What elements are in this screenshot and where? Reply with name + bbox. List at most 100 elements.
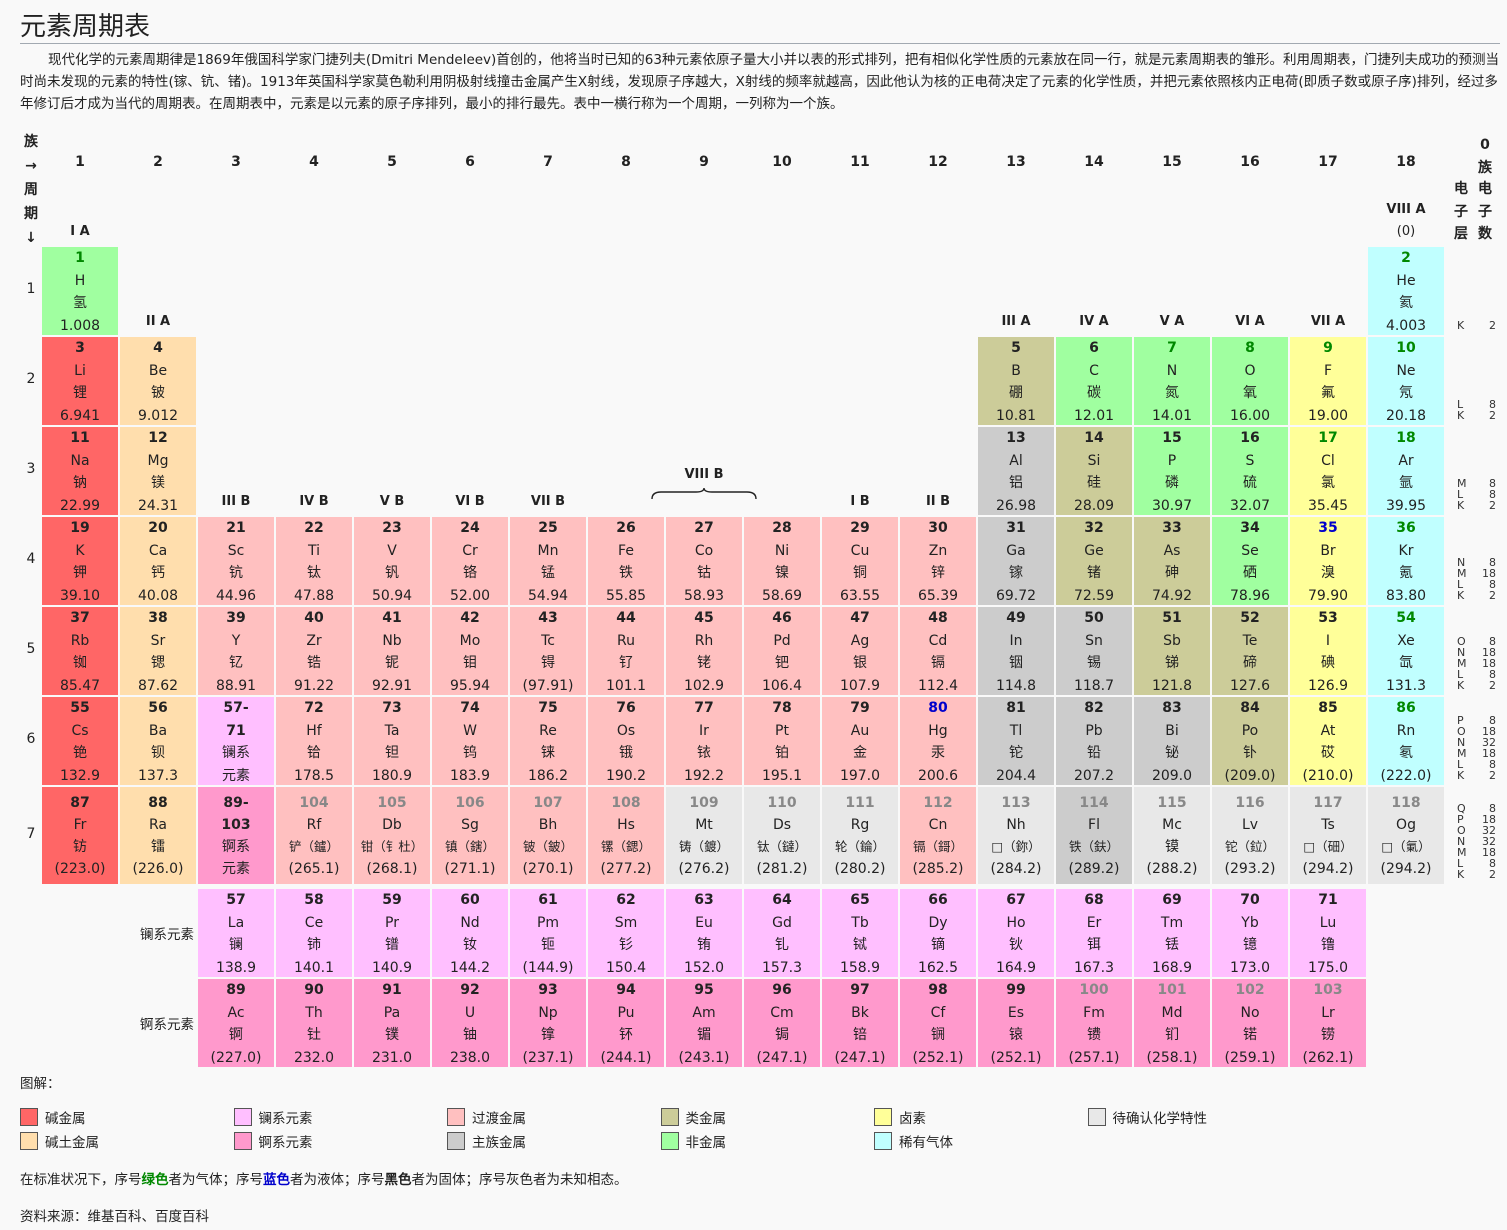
element-cell-dy[interactable]: 66 Dy 镝 162.5: [900, 889, 976, 977]
element-cell-nb[interactable]: 41 Nb 铌 92.91: [354, 607, 430, 695]
element-cell-se[interactable]: 34 Se 硒 78.96: [1212, 517, 1288, 605]
element-cell-yb[interactable]: 70 Yb 镱 173.0: [1212, 889, 1288, 977]
element-cell-ce[interactable]: 58 Ce 铈 140.1: [276, 889, 352, 977]
element-cell-es[interactable]: 99 Es 锿 (252.1): [978, 979, 1054, 1067]
element-cell-lu[interactable]: 71 Lu 镥 175.0: [1290, 889, 1366, 977]
element-cell-pa[interactable]: 91 Pa 镤 231.0: [354, 979, 430, 1067]
element-cell-tb[interactable]: 65 Tb 铽 158.9: [822, 889, 898, 977]
element-cell-rf[interactable]: 104 Rf 铲（鑪） (265.1): [276, 787, 352, 884]
element-cell-ar[interactable]: 18 Ar 氩 39.95: [1368, 427, 1444, 515]
element-cell-pt[interactable]: 78 Pt 铂 195.1: [744, 697, 820, 785]
element-cell-ca[interactable]: 20 Ca 钙 40.08: [120, 517, 196, 605]
element-cell-sm[interactable]: 62 Sm 钐 150.4: [588, 889, 664, 977]
element-cell-mt[interactable]: 109 Mt 铸（鍍） (276.2): [666, 787, 742, 884]
element-cell-ds[interactable]: 110 Ds 钛（鐽） (281.2): [744, 787, 820, 884]
element-cell-nd[interactable]: 60 Nd 钕 144.2: [432, 889, 508, 977]
element-cell-ta[interactable]: 73 Ta 钽 180.9: [354, 697, 430, 785]
element-cell-la[interactable]: 57 La 镧 138.9: [198, 889, 274, 977]
element-cell-k[interactable]: 19 K 钾 39.10: [42, 517, 118, 605]
element-cell-cs[interactable]: 55 Cs 铯 132.9: [42, 697, 118, 785]
element-cell-sg[interactable]: 106 Sg 镇（鎋） (271.1): [432, 787, 508, 884]
element-cell-be[interactable]: 4 Be 铍 9.012: [120, 337, 196, 425]
element-cell-fm[interactable]: 100 Fm 镄 (257.1): [1056, 979, 1132, 1067]
element-cell-tc[interactable]: 43 Tc 锝 (97.91): [510, 607, 586, 695]
element-cell-hs[interactable]: 108 Hs 镙（鍶） (277.2): [588, 787, 664, 884]
element-cell-pu[interactable]: 94 Pu 钚 (244.1): [588, 979, 664, 1067]
element-cell-v[interactable]: 23 V 钒 50.94: [354, 517, 430, 605]
element-cell-no[interactable]: 102 No 锘 (259.1): [1212, 979, 1288, 1067]
element-cell-mc[interactable]: 115 Mc 镆 (288.2): [1134, 787, 1210, 884]
element-cell-c[interactable]: 6 C 碳 12.01: [1056, 337, 1132, 425]
element-cell-cu[interactable]: 29 Cu 铜 63.55: [822, 517, 898, 605]
element-cell-zr[interactable]: 40 Zr 锆 91.22: [276, 607, 352, 695]
element-cell-rn[interactable]: 86 Rn 氡 (222.0): [1368, 697, 1444, 785]
element-cell-os[interactable]: 76 Os 锇 190.2: [588, 697, 664, 785]
element-cell-md[interactable]: 101 Md 钔 (258.1): [1134, 979, 1210, 1067]
element-cell-h[interactable]: 1 H 氢 1.008: [42, 247, 118, 335]
element-cell-si[interactable]: 14 Si 硅 28.09: [1056, 427, 1132, 515]
element-cell-hg[interactable]: 80 Hg 汞 200.6: [900, 697, 976, 785]
element-cell-s[interactable]: 16 S 硫 32.07: [1212, 427, 1288, 515]
element-cell-ru[interactable]: 44 Ru 钌 101.1: [588, 607, 664, 695]
element-cell-at[interactable]: 85 At 砹 (210.0): [1290, 697, 1366, 785]
element-cell-he[interactable]: 2 He 氦 4.003: [1368, 247, 1444, 335]
element-cell-sb[interactable]: 51 Sb 锑 121.8: [1134, 607, 1210, 695]
element-cell-w[interactable]: 74 W 钨 183.9: [432, 697, 508, 785]
element-cell-tl[interactable]: 81 Tl 铊 204.4: [978, 697, 1054, 785]
element-cell-b[interactable]: 5 B 硼 10.81: [978, 337, 1054, 425]
element-cell-rb[interactable]: 37 Rb 铷 85.47: [42, 607, 118, 695]
element-cell-sc[interactable]: 21 Sc 钪 44.96: [198, 517, 274, 605]
element-cell-bh[interactable]: 107 Bh 铍（鈹） (270.1): [510, 787, 586, 884]
element-cell-p[interactable]: 15 P 磷 30.97: [1134, 427, 1210, 515]
element-cell-pr[interactable]: 59 Pr 镨 140.9: [354, 889, 430, 977]
element-cell-am[interactable]: 95 Am 镅 (243.1): [666, 979, 742, 1067]
element-cell-hf[interactable]: 72 Hf 铪 178.5: [276, 697, 352, 785]
element-cell-sr[interactable]: 38 Sr 锶 87.62: [120, 607, 196, 695]
element-cell-mg[interactable]: 12 Mg 镁 24.31: [120, 427, 196, 515]
element-cell-ac[interactable]: 89 Ac 锕 (227.0): [198, 979, 274, 1067]
element-cell-fr[interactable]: 87 Fr 钫 (223.0): [42, 787, 118, 884]
element-cell-ho[interactable]: 67 Ho 钬 164.9: [978, 889, 1054, 977]
element-cell-xe[interactable]: 54 Xe 氙 131.3: [1368, 607, 1444, 695]
element-cell-po[interactable]: 84 Po 钋 (209.0): [1212, 697, 1288, 785]
element-cell-lr[interactable]: 103 Lr 铹 (262.1): [1290, 979, 1366, 1067]
element-cell-eu[interactable]: 63 Eu 铕 152.0: [666, 889, 742, 977]
element-cell-ni[interactable]: 28 Ni 镍 58.69: [744, 517, 820, 605]
element-cell-cr[interactable]: 24 Cr 铬 52.00: [432, 517, 508, 605]
element-cell-rh[interactable]: 45 Rh 铑 102.9: [666, 607, 742, 695]
element-cell-lv[interactable]: 116 Lv 铊（鉝） (293.2): [1212, 787, 1288, 884]
element-cell-br[interactable]: 35 Br 溴 79.90: [1290, 517, 1366, 605]
element-cell-ir[interactable]: 77 Ir 铱 192.2: [666, 697, 742, 785]
element-cell-n[interactable]: 7 N 氮 14.01: [1134, 337, 1210, 425]
element-cell-u[interactable]: 92 U 铀 238.0: [432, 979, 508, 1067]
element-cell-te[interactable]: 52 Te 碲 127.6: [1212, 607, 1288, 695]
element-cell-ts[interactable]: 117 Ts □（鿬） (294.2): [1290, 787, 1366, 884]
element-cell-db[interactable]: 105 Db 钳（钅杜） (268.1): [354, 787, 430, 884]
element-cell-bi[interactable]: 83 Bi 铋 209.0: [1134, 697, 1210, 785]
element-cell-fe[interactable]: 26 Fe 铁 55.85: [588, 517, 664, 605]
element-cell-o[interactable]: 8 O 氧 16.00: [1212, 337, 1288, 425]
element-cell-sn[interactable]: 50 Sn 锡 118.7: [1056, 607, 1132, 695]
element-cell-103[interactable]: 89- 103 锕系 元素: [198, 787, 274, 884]
element-cell-i[interactable]: 53 I 碘 126.9: [1290, 607, 1366, 695]
element-cell-cd[interactable]: 48 Cd 镉 112.4: [900, 607, 976, 695]
element-cell-al[interactable]: 13 Al 铝 26.98: [978, 427, 1054, 515]
element-cell-y[interactable]: 39 Y 钇 88.91: [198, 607, 274, 695]
element-cell-ag[interactable]: 47 Ag 银 107.9: [822, 607, 898, 695]
element-cell-na[interactable]: 11 Na 钠 22.99: [42, 427, 118, 515]
element-cell-re[interactable]: 75 Re 铼 186.2: [510, 697, 586, 785]
element-cell-bk[interactable]: 97 Bk 锫 (247.1): [822, 979, 898, 1067]
element-cell-au[interactable]: 79 Au 金 197.0: [822, 697, 898, 785]
element-cell-pb[interactable]: 82 Pb 铅 207.2: [1056, 697, 1132, 785]
element-cell-f[interactable]: 9 F 氟 19.00: [1290, 337, 1366, 425]
element-cell-ba[interactable]: 56 Ba 钡 137.3: [120, 697, 196, 785]
element-cell-pd[interactable]: 46 Pd 钯 106.4: [744, 607, 820, 695]
element-cell-nh[interactable]: 113 Nh □（鉨） (284.2): [978, 787, 1054, 884]
element-cell-in[interactable]: 49 In 铟 114.8: [978, 607, 1054, 695]
element-cell-cn[interactable]: 112 Cn 镉（鎶） (285.2): [900, 787, 976, 884]
element-cell-np[interactable]: 93 Np 镎 (237.1): [510, 979, 586, 1067]
element-cell-cl[interactable]: 17 Cl 氯 35.45: [1290, 427, 1366, 515]
element-cell-mo[interactable]: 42 Mo 钼 95.94: [432, 607, 508, 695]
element-cell-zn[interactable]: 30 Zn 锌 65.39: [900, 517, 976, 605]
element-cell-mn[interactable]: 25 Mn 锰 54.94: [510, 517, 586, 605]
